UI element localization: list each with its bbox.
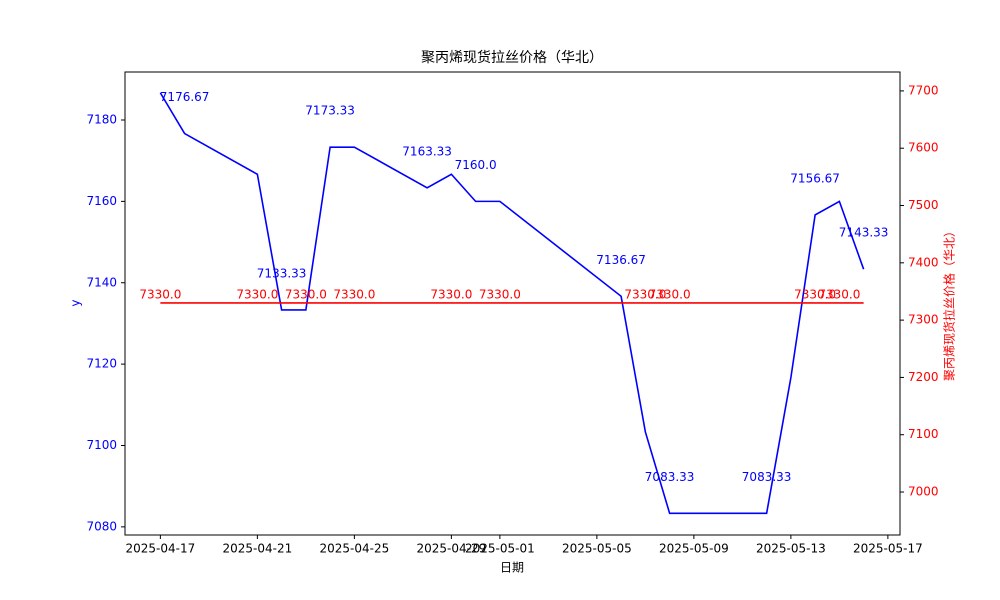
y-tick-label: 7160 <box>86 194 117 208</box>
data-label: 7330.0 <box>479 287 521 301</box>
x-tick-label: 2025-04-29 <box>416 542 486 556</box>
y2-tick-label: 7700 <box>908 83 939 97</box>
x-tick-label: 2025-05-13 <box>756 542 826 556</box>
data-label: 7160.0 <box>455 158 497 172</box>
y2-tick-label: 7100 <box>908 427 939 441</box>
x-tick-label: 2025-05-01 <box>465 542 535 556</box>
data-label: 7330.0 <box>430 287 472 301</box>
series-line <box>159 92 865 515</box>
data-label: 7176.67 <box>160 90 210 104</box>
data-label: 7330.0 <box>794 287 836 301</box>
data-label: 7143.33 <box>839 226 889 240</box>
data-label: 7083.33 <box>645 470 695 484</box>
chart-title: 聚丙烯现货拉丝价格（华北） <box>421 49 603 66</box>
data-label: 7330.0 <box>285 287 327 301</box>
data-label: 7330.0 <box>333 287 375 301</box>
y-tick-label: 7080 <box>86 519 117 533</box>
y2-axis-label: 聚丙烯现货拉丝价格（华北） <box>942 225 957 381</box>
x-tick-label: 2025-04-17 <box>125 542 195 556</box>
x-axis-label: 日期 <box>500 561 524 575</box>
y-axis-label: y <box>69 299 83 306</box>
data-label: 7330.0 <box>236 287 278 301</box>
y2-tick-label: 7600 <box>908 141 939 155</box>
y-tick-label: 7140 <box>86 275 117 289</box>
y2-tick-label: 7200 <box>908 370 939 384</box>
y-tick-label: 7180 <box>86 113 117 127</box>
data-label: 7330.0 <box>818 287 860 301</box>
x-tick-label: 2025-04-25 <box>319 542 389 556</box>
data-label: 7173.33 <box>305 104 355 118</box>
data-label: 7083.33 <box>742 470 792 484</box>
x-tick-label: 2025-05-05 <box>562 542 632 556</box>
data-label: 7330.0 <box>649 287 691 301</box>
data-label: 7330.0 <box>139 287 181 301</box>
data-label: 7156.67 <box>790 171 840 185</box>
y-tick-label: 7100 <box>86 438 117 452</box>
y2-tick-label: 7000 <box>908 485 939 499</box>
y-tick-label: 7120 <box>86 357 117 371</box>
y2-tick-label: 7400 <box>908 255 939 269</box>
x-tick-label: 2025-04-21 <box>222 542 292 556</box>
data-label: 7136.67 <box>596 253 646 267</box>
x-tick-label: 2025-05-17 <box>853 542 923 556</box>
x-tick-label: 2025-05-09 <box>659 542 729 556</box>
y2-tick-label: 7500 <box>908 198 939 212</box>
data-label: 7133.33 <box>257 266 307 280</box>
data-label: 7163.33 <box>402 144 452 158</box>
y2-tick-label: 7300 <box>908 313 939 327</box>
plot-frame <box>124 71 901 536</box>
data-label: 7330.0 <box>624 287 666 301</box>
